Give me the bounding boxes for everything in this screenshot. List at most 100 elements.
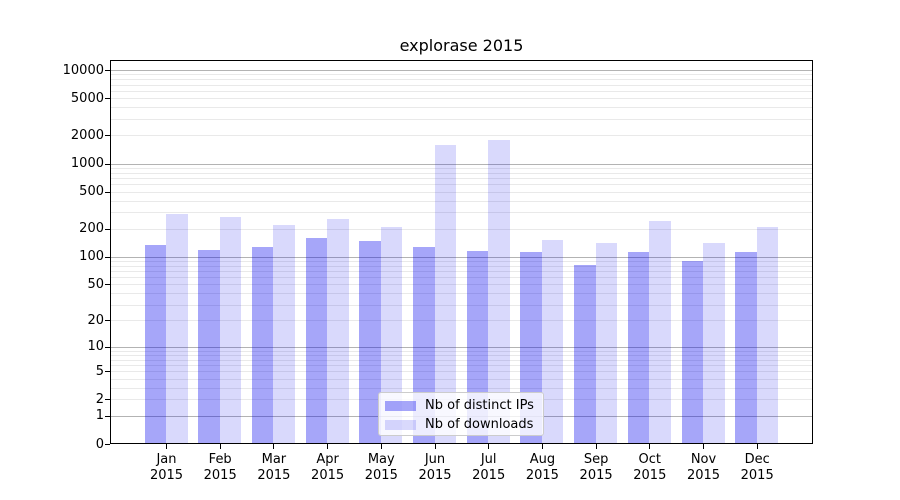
x-tick-label-line: 2015 bbox=[686, 468, 721, 483]
minor-gridline bbox=[110, 304, 813, 306]
x-tick-label-line: 2015 bbox=[257, 468, 291, 483]
x-tick-label-line: May bbox=[367, 452, 395, 467]
major-gridline bbox=[110, 256, 813, 258]
y-tick-label: 5 bbox=[95, 363, 104, 379]
y-tick-label: 10000 bbox=[62, 62, 104, 78]
legend-swatch-distinct-ips bbox=[385, 400, 416, 411]
x-tick-label-jan-2015: Jan 2015 bbox=[135, 452, 199, 484]
x-tick-label-line: 2015 bbox=[740, 468, 774, 483]
minor-gridline bbox=[110, 191, 813, 193]
y-tick-label: 200 bbox=[79, 221, 104, 237]
bar-nb-of-downloads-oct-2015 bbox=[649, 220, 671, 444]
chart-title: explorase 2015 bbox=[399, 36, 524, 55]
bar-nb-of-downloads-aug-2015 bbox=[541, 239, 564, 444]
y-tick-mark bbox=[105, 346, 110, 348]
bar-nb-of-distinct-ips-apr-2015 bbox=[305, 237, 328, 444]
minor-gridline bbox=[110, 212, 813, 214]
x-tick-label-line: 2015 bbox=[633, 468, 667, 483]
minor-gridline bbox=[110, 90, 813, 92]
legend-label-distinct-ips: Nb of distinct IPs bbox=[425, 398, 534, 413]
x-tick-label-line: Nov bbox=[690, 452, 717, 467]
x-tick-label-line: 2015 bbox=[579, 468, 613, 483]
x-tick-label-line: 2015 bbox=[203, 468, 237, 483]
y-tick-label: 20 bbox=[87, 312, 104, 328]
x-tick-mark bbox=[541, 444, 543, 449]
y-tick-mark bbox=[105, 371, 110, 373]
x-tick-label-line: Apr bbox=[316, 452, 339, 467]
legend-row: Nb of distinct IPs bbox=[385, 396, 543, 415]
x-tick-mark bbox=[488, 444, 490, 449]
minor-gridline bbox=[110, 277, 813, 279]
x-tick-mark bbox=[166, 444, 167, 449]
bar-nb-of-downloads-nov-2015 bbox=[703, 243, 725, 444]
bar-nb-of-downloads-jan-2015 bbox=[166, 213, 188, 444]
y-tick-mark bbox=[105, 163, 110, 165]
x-tick-label-line: 2015 bbox=[149, 468, 184, 483]
plot-area bbox=[110, 60, 813, 444]
bar-nb-of-distinct-ips-oct-2015 bbox=[627, 252, 650, 444]
x-tick-mark bbox=[756, 444, 758, 449]
minor-gridline bbox=[110, 172, 813, 174]
y-tick-mark bbox=[105, 135, 110, 137]
bar-nb-of-downloads-apr-2015 bbox=[327, 218, 349, 444]
x-tick-label-line: Dec bbox=[744, 452, 770, 467]
x-tick-label-oct-2015: Oct 2015 bbox=[618, 452, 682, 484]
x-tick-label-line: 2015 bbox=[364, 468, 398, 483]
x-tick-label-feb-2015: Feb 2015 bbox=[188, 452, 252, 484]
bar-nb-of-downloads-sep-2015 bbox=[595, 242, 618, 444]
minor-gridline bbox=[110, 84, 813, 86]
bar-nb-of-distinct-ips-feb-2015 bbox=[198, 249, 220, 444]
y-tick-label: 10 bbox=[87, 339, 104, 355]
x-tick-label-line: Sep bbox=[583, 452, 609, 467]
y-tick-label: 5000 bbox=[70, 90, 104, 106]
legend: Nb of distinct IPs Nb of downloads bbox=[378, 392, 544, 436]
x-tick-label-line: 2015 bbox=[472, 468, 506, 483]
y-tick-label: 50 bbox=[87, 276, 104, 292]
x-tick-mark bbox=[595, 444, 597, 449]
minor-gridline bbox=[110, 167, 813, 169]
y-tick-label: 2000 bbox=[70, 127, 104, 143]
legend-row: Nb of downloads bbox=[385, 415, 543, 434]
bar-nb-of-downloads-dec-2015 bbox=[756, 226, 779, 444]
x-tick-mark bbox=[219, 444, 221, 449]
y-tick-mark bbox=[105, 228, 110, 230]
minor-gridline bbox=[110, 79, 813, 81]
x-tick-mark bbox=[327, 444, 329, 449]
x-tick-label-line: 2015 bbox=[525, 468, 559, 483]
minor-gridline bbox=[110, 260, 813, 262]
bar-nb-of-downloads-may-2015 bbox=[380, 226, 403, 444]
x-tick-label-dec-2015: Dec 2015 bbox=[725, 452, 789, 484]
y-tick-label: 0 bbox=[95, 436, 104, 452]
x-tick-mark bbox=[649, 444, 651, 449]
bar-nb-of-downloads-jul-2015 bbox=[488, 140, 510, 444]
bar-nb-of-distinct-ips-nov-2015 bbox=[681, 260, 703, 444]
x-tick-label-line: Feb bbox=[208, 452, 232, 467]
minor-gridline bbox=[110, 177, 813, 179]
legend-swatch-downloads bbox=[385, 419, 416, 430]
major-gridline bbox=[110, 163, 813, 165]
x-tick-label-line: Jun bbox=[424, 452, 446, 467]
minor-gridline bbox=[110, 320, 813, 322]
major-gridline bbox=[110, 346, 813, 348]
x-tick-label-line: Mar bbox=[261, 452, 287, 467]
major-gridline bbox=[110, 70, 813, 71]
x-tick-label-line: 2015 bbox=[311, 468, 345, 483]
minor-gridline bbox=[110, 359, 813, 361]
x-tick-label-line: 2015 bbox=[418, 468, 452, 483]
x-tick-label-nov-2015: Nov 2015 bbox=[672, 452, 736, 484]
y-tick-mark bbox=[105, 399, 110, 401]
y-tick-mark bbox=[105, 284, 110, 286]
minor-gridline bbox=[110, 98, 813, 100]
minor-gridline bbox=[110, 265, 813, 267]
minor-gridline bbox=[110, 184, 813, 186]
y-tick-mark bbox=[105, 256, 110, 258]
y-tick-mark bbox=[105, 444, 110, 445]
x-tick-label-mar-2015: Mar 2015 bbox=[242, 452, 306, 484]
minor-gridline bbox=[110, 107, 813, 109]
bar-nb-of-distinct-ips-may-2015 bbox=[359, 241, 381, 444]
minor-gridline bbox=[110, 135, 813, 137]
minor-gridline bbox=[110, 118, 813, 120]
y-tick-mark bbox=[105, 415, 110, 417]
y-tick-mark bbox=[105, 191, 110, 193]
